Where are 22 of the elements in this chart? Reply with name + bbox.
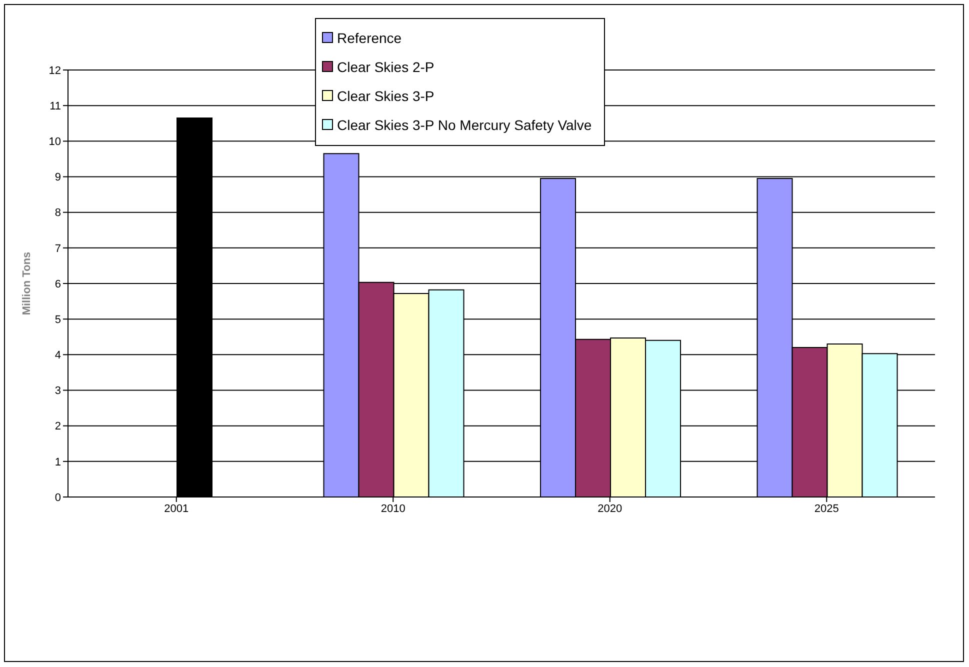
y-tick-label: 7: [54, 242, 61, 255]
y-tick-label: 9: [54, 172, 61, 184]
y-tick-label: 4: [54, 350, 61, 362]
legend-label: Clear Skies 2-P: [337, 58, 434, 74]
y-tick-label: 3: [54, 385, 61, 398]
y-tick-label: 0: [54, 492, 61, 504]
y-tick-label: 1: [54, 456, 61, 468]
legend-label: Reference: [337, 30, 402, 46]
y-tick-label: 10: [48, 136, 61, 148]
y-axis-title: Million Tons: [20, 252, 33, 316]
y-tick-label: 5: [54, 314, 61, 326]
x-tick-label: 2001: [164, 502, 189, 515]
x-tick-label: 2010: [380, 502, 406, 515]
legend-label: Clear Skies 3-P: [337, 88, 434, 104]
y-tick-label: 8: [54, 207, 61, 220]
x-tick-label: 2020: [598, 502, 622, 515]
y-tick-label: 12: [48, 64, 61, 77]
x-tick-label: 2025: [814, 502, 839, 515]
y-tick-label: 6: [54, 278, 61, 290]
legend-label: Clear Skies 3-P No Mercury Safety Valve: [337, 116, 592, 132]
y-tick-label: 2: [54, 420, 61, 433]
y-tick-label: 11: [50, 100, 61, 112]
